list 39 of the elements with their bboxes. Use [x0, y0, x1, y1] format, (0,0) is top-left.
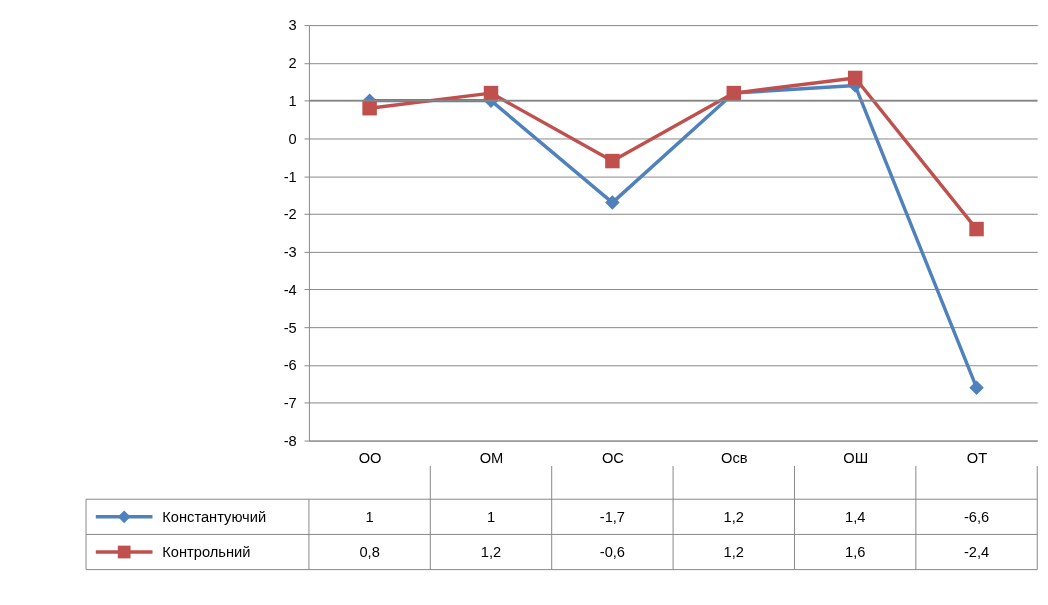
- data-label: -0,6: [599, 543, 626, 560]
- point: [605, 195, 620, 210]
- x-tick-label: ОМ: [479, 449, 504, 466]
- data-label: 1,2: [723, 508, 744, 525]
- y-tick-label: -7: [283, 395, 297, 412]
- x-tick-label: ОТ: [966, 449, 988, 466]
- data-label: -6,6: [963, 508, 990, 525]
- point: [605, 153, 620, 169]
- y-tick-label: 0: [288, 130, 297, 147]
- x-tick-label: ОО: [358, 449, 382, 466]
- y-tick-label: -5: [283, 319, 297, 336]
- legend-label: Константуючий: [162, 508, 267, 525]
- y-tick-label: -2: [283, 206, 297, 223]
- data-label: -1,7: [599, 508, 626, 525]
- y-tick-label: -8: [283, 432, 297, 449]
- data-label: 1,4: [844, 508, 866, 525]
- x-tick-label: Осв: [721, 449, 748, 466]
- data-label: 1,6: [844, 543, 866, 560]
- y-tick-label: -6: [283, 357, 297, 374]
- data-label: 0,8: [359, 543, 380, 560]
- y-tick-label: 2: [288, 55, 297, 72]
- y-tick-label: 1: [288, 93, 297, 110]
- y-tick-label: -4: [283, 281, 297, 298]
- point: [483, 85, 499, 101]
- data-label: 1: [365, 508, 374, 525]
- point: [969, 221, 984, 237]
- y-tick-label: -1: [283, 168, 297, 185]
- y-tick-label: -3: [283, 244, 297, 261]
- point: [362, 100, 377, 116]
- legend-label: Контрольний: [162, 543, 251, 560]
- x-tick-label: ОС: [601, 449, 625, 466]
- data-label: 1: [486, 508, 496, 525]
- data-label: 1,2: [723, 543, 744, 560]
- data-label: 1,2: [480, 543, 502, 560]
- point: [847, 70, 863, 86]
- data-label: -2,4: [963, 543, 990, 560]
- point: [969, 380, 984, 395]
- y-tick-label: 3: [288, 17, 297, 34]
- x-tick-label: ОШ: [843, 449, 869, 466]
